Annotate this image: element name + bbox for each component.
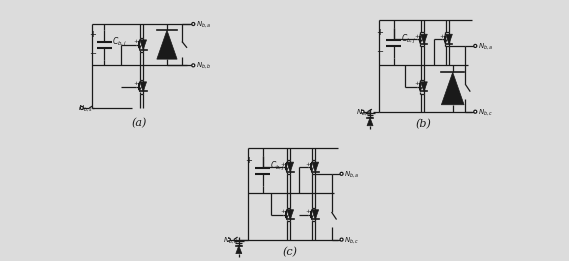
Text: +: + [281, 162, 286, 167]
Circle shape [340, 238, 343, 241]
Text: $N_{b,s}$: $N_{b,s}$ [78, 103, 93, 113]
Text: +: + [439, 34, 444, 39]
Text: +: + [281, 209, 286, 214]
Circle shape [340, 172, 343, 175]
Text: $C_{b,j}$: $C_{b,j}$ [401, 33, 417, 46]
Text: $C_{b,j}$: $C_{b,j}$ [112, 36, 127, 49]
Circle shape [192, 64, 195, 67]
Polygon shape [140, 82, 147, 91]
Polygon shape [446, 34, 452, 44]
Text: +: + [245, 156, 252, 165]
Text: +: + [133, 39, 139, 44]
Text: −: − [377, 47, 384, 56]
Text: (b): (b) [416, 119, 432, 129]
Circle shape [227, 238, 230, 241]
Text: +: + [133, 81, 139, 86]
Polygon shape [157, 30, 177, 59]
Polygon shape [442, 72, 464, 105]
Polygon shape [287, 162, 294, 172]
Polygon shape [420, 34, 427, 44]
Text: $N_{b,a}$: $N_{b,a}$ [196, 19, 211, 29]
Polygon shape [312, 210, 319, 219]
Circle shape [474, 44, 477, 48]
Polygon shape [287, 210, 294, 219]
Text: +: + [89, 29, 97, 39]
Polygon shape [420, 82, 427, 91]
Text: +: + [414, 81, 419, 86]
Text: $N_{b,d}$: $N_{b,d}$ [356, 107, 372, 117]
Polygon shape [236, 246, 242, 254]
Text: $N_{b,b}$: $N_{b,b}$ [196, 60, 212, 70]
Circle shape [192, 22, 195, 26]
Circle shape [80, 106, 83, 109]
Text: +: + [306, 209, 311, 214]
Text: (a): (a) [131, 118, 147, 128]
Polygon shape [140, 40, 147, 50]
Text: $N_{b,a}$: $N_{b,a}$ [478, 41, 493, 51]
Text: $C_{b,j}$: $C_{b,j}$ [270, 161, 285, 174]
Text: $N_{b,c}$: $N_{b,c}$ [478, 107, 493, 117]
Circle shape [361, 110, 364, 113]
Text: (c): (c) [283, 247, 298, 257]
Text: −: − [89, 50, 97, 58]
Text: +: + [306, 162, 311, 167]
Polygon shape [367, 118, 373, 126]
Text: $N_{b,a}$: $N_{b,a}$ [344, 169, 360, 179]
Text: $N_{b,d}$: $N_{b,d}$ [222, 235, 238, 245]
Text: $N_{b,c}$: $N_{b,c}$ [344, 235, 360, 245]
Polygon shape [312, 162, 319, 172]
Text: +: + [377, 28, 384, 37]
Circle shape [474, 110, 477, 113]
Text: +: + [414, 34, 419, 39]
